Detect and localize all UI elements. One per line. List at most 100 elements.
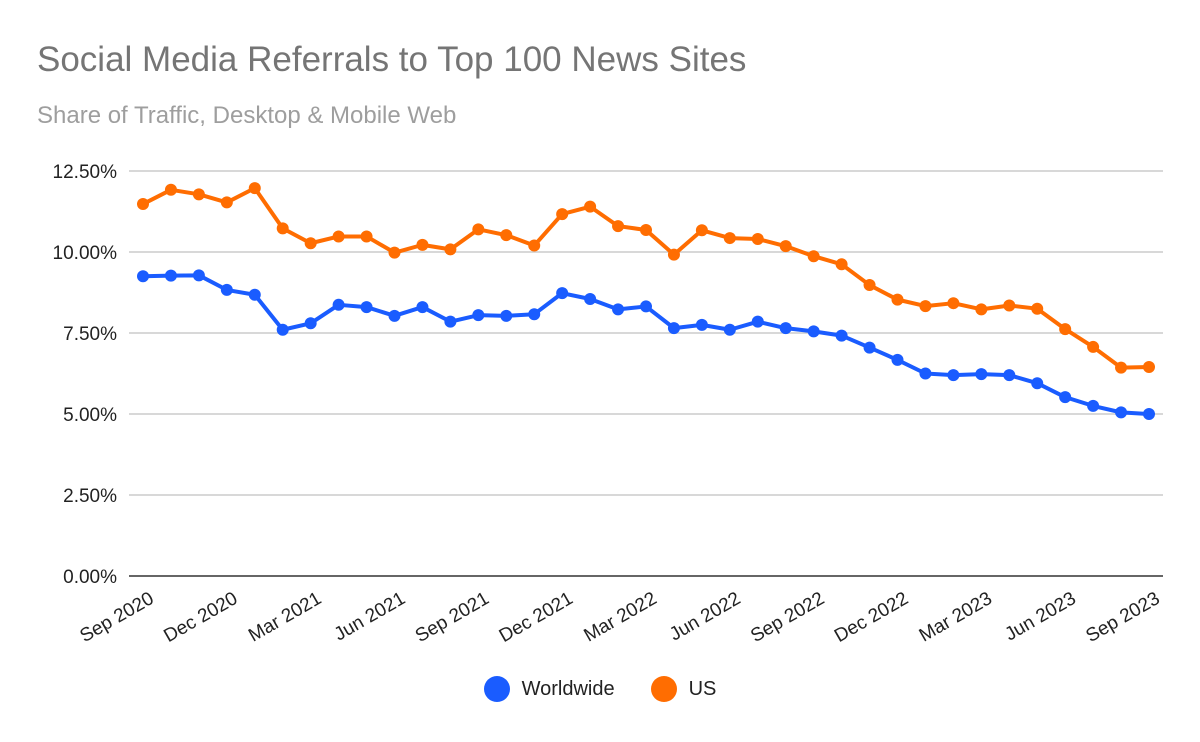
data-point-us: [1059, 323, 1072, 336]
data-point-us: [472, 223, 485, 236]
data-point-worldwide: [248, 288, 261, 301]
legend-swatch-worldwide: [483, 676, 510, 702]
data-point-us: [1115, 361, 1128, 374]
data-point-worldwide: [584, 292, 597, 305]
x-tick-label: Dec 2020: [160, 588, 241, 647]
data-point-worldwide: [1059, 391, 1072, 404]
data-point-worldwide: [388, 309, 401, 322]
data-point-worldwide: [807, 325, 820, 338]
legend-item-worldwide[interactable]: Worldwide: [483, 676, 615, 702]
data-point-us: [835, 258, 848, 271]
x-tick-label: Mar 2021: [245, 588, 325, 646]
data-point-worldwide: [192, 269, 205, 282]
y-tick-label: 5.00%: [63, 405, 117, 426]
data-point-us: [947, 297, 960, 310]
data-point-us: [891, 293, 904, 306]
data-point-us: [360, 230, 373, 243]
data-point-us: [807, 250, 820, 263]
data-point-us: [528, 239, 541, 252]
x-tick-label: Jun 2021: [331, 588, 409, 645]
data-point-us: [584, 200, 597, 213]
data-point-worldwide: [276, 323, 289, 336]
data-point-us: [304, 237, 317, 250]
legend: Worldwide US: [0, 676, 1200, 702]
data-point-worldwide: [444, 315, 457, 328]
data-point-worldwide: [723, 323, 736, 336]
x-tick-label: Sep 2023: [1083, 588, 1164, 647]
data-point-worldwide: [304, 317, 317, 330]
data-point-worldwide: [891, 353, 904, 366]
data-point-us: [416, 238, 429, 251]
data-point-us: [248, 182, 261, 195]
x-tick-label: Dec 2022: [831, 588, 912, 647]
series-line-us: [142, 186, 1150, 370]
y-tick-label: 12.50%: [53, 162, 118, 183]
data-point-us: [1031, 302, 1044, 315]
x-tick-label: Dec 2021: [496, 588, 577, 647]
data-point-worldwide: [975, 368, 988, 381]
data-point-worldwide: [528, 308, 541, 321]
data-point-worldwide: [751, 315, 764, 328]
data-point-us: [332, 230, 345, 243]
data-point-worldwide: [779, 322, 792, 335]
data-point-us: [695, 224, 708, 237]
data-point-worldwide: [164, 269, 177, 282]
data-point-us: [164, 183, 177, 196]
data-point-worldwide: [556, 287, 569, 300]
x-tick-label: Jun 2022: [666, 588, 744, 645]
data-point-worldwide: [863, 341, 876, 354]
data-point-worldwide: [1003, 369, 1016, 382]
data-point-us: [667, 248, 680, 261]
data-point-us: [640, 223, 652, 236]
y-tick-label: 7.50%: [63, 324, 117, 345]
chart-subtitle: Share of Traffic, Desktop & Mobile Web: [37, 102, 457, 129]
data-point-us: [220, 196, 233, 209]
data-point-worldwide: [137, 270, 149, 283]
data-point-worldwide: [500, 309, 513, 322]
data-point-worldwide: [360, 301, 373, 314]
data-point-worldwide: [472, 309, 485, 322]
data-point-us: [444, 243, 457, 256]
x-tick-label: Mar 2023: [916, 588, 996, 646]
data-point-worldwide: [667, 322, 680, 335]
data-point-worldwide: [416, 301, 429, 314]
y-tick-label: 2.50%: [63, 486, 117, 507]
data-point-worldwide: [332, 298, 345, 311]
data-point-us: [1003, 299, 1016, 312]
data-point-worldwide: [640, 300, 652, 313]
data-point-worldwide: [1143, 408, 1155, 420]
data-point-worldwide: [1115, 406, 1128, 419]
data-point-us: [1087, 340, 1100, 353]
data-point-us: [723, 232, 736, 245]
x-tick-label: Sep 2022: [747, 588, 828, 647]
x-tick-label: Jun 2023: [1001, 588, 1079, 645]
data-point-worldwide: [612, 303, 625, 316]
data-point-us: [919, 300, 932, 313]
x-tick-label: Sep 2020: [77, 588, 158, 647]
data-point-us: [500, 229, 513, 242]
data-point-us: [137, 198, 149, 211]
legend-item-us[interactable]: US: [650, 676, 716, 702]
data-point-us: [751, 233, 764, 246]
data-point-us: [779, 240, 792, 253]
data-point-worldwide: [835, 329, 848, 342]
data-point-us: [1143, 361, 1155, 374]
legend-swatch-us: [650, 676, 677, 702]
y-tick-label: 0.00%: [63, 567, 117, 588]
data-point-worldwide: [1087, 399, 1100, 412]
data-point-worldwide: [919, 367, 932, 380]
data-point-us: [975, 303, 988, 316]
y-tick-label: 10.00%: [53, 243, 118, 264]
data-point-us: [612, 220, 625, 233]
legend-label-worldwide: Worldwide: [521, 677, 615, 700]
data-point-us: [276, 222, 289, 235]
data-point-worldwide: [695, 318, 708, 331]
data-point-worldwide: [220, 283, 233, 296]
series-line-worldwide: [142, 273, 1150, 416]
data-point-us: [863, 279, 876, 292]
data-point-us: [192, 188, 205, 201]
data-point-worldwide: [1031, 377, 1044, 390]
data-point-worldwide: [947, 369, 960, 382]
